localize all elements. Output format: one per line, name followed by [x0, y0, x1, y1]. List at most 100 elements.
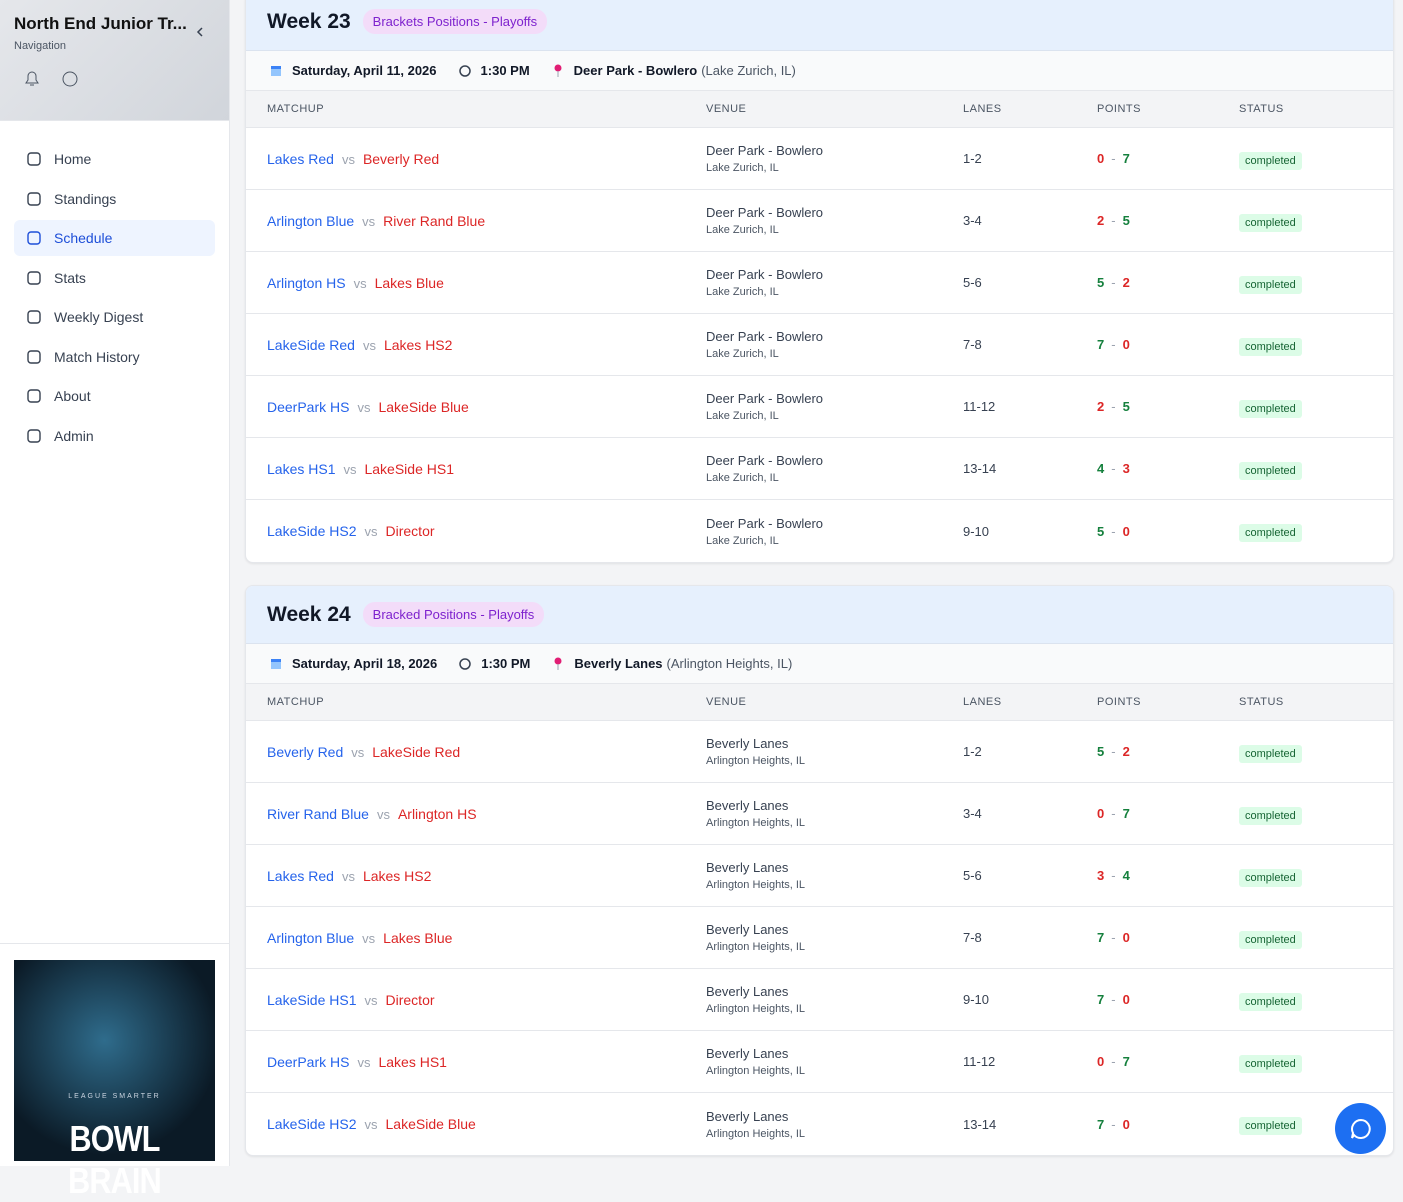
vs: vs: [362, 337, 376, 353]
dash: -: [1111, 992, 1116, 1007]
week-title: Week 23: [267, 9, 351, 33]
lanes: 13-14: [963, 1116, 997, 1132]
column-title: STATUS: [1239, 103, 1284, 115]
matchup: DeerPark HS vs Lakes HS1: [267, 1054, 706, 1070]
away-points: 0: [1122, 1116, 1130, 1132]
venue-name: Beverly Lanes: [706, 984, 789, 999]
home-team[interactable]: River Rand Blue: [267, 805, 369, 822]
away-team[interactable]: Arlington HS: [397, 805, 477, 822]
away-team[interactable]: Beverly Red: [362, 150, 440, 167]
points: 7-0: [1097, 930, 1239, 945]
column-title: LANES: [963, 696, 1002, 708]
match-row: Arlington Blue vs River Rand Blue Deer Park…: [246, 190, 1393, 252]
venue-name: Beverly Lanes: [706, 736, 789, 751]
sidebar-header: North End Junior Tr... Navigation: [0, 0, 229, 121]
nav-item[interactable]: Stats: [14, 260, 215, 296]
status-badge: completed: [1239, 1054, 1302, 1073]
header-icons[interactable]: [23, 70, 83, 88]
home-team[interactable]: Arlington Blue: [267, 929, 355, 946]
matchup: Arlington Blue vs Lakes Blue: [267, 930, 706, 946]
match-row: DeerPark HS vs Lakes HS1 Beverly Lanes Arlin…: [246, 1031, 1393, 1093]
home-team[interactable]: Arlington HS: [267, 274, 346, 291]
away-team[interactable]: Lakes HS2: [383, 336, 453, 353]
away-team[interactable]: Lakes Blue: [383, 929, 453, 946]
vs: vs: [364, 524, 378, 539]
venue-cell: Beverly Lanes Arlington Heights, IL: [706, 860, 963, 891]
away-points: 7: [1122, 806, 1130, 821]
home-team[interactable]: DeerPark HS: [267, 398, 350, 415]
lanes: 13-14: [963, 461, 997, 476]
status-badge: completed: [1239, 275, 1302, 294]
venue-cell: Beverly Lanes Arlington Heights, IL: [706, 736, 963, 767]
chat-button[interactable]: [1335, 1103, 1386, 1154]
nav-label: Home: [54, 151, 92, 167]
nav-item[interactable]: About: [14, 378, 215, 414]
away-team[interactable]: LakeSide Red: [372, 743, 461, 760]
week-card: Week 23 Brackets Positions - Playoffs Satu…: [245, 0, 1394, 563]
time: 1:30 PM: [481, 656, 531, 671]
away-team[interactable]: Director: [385, 523, 435, 539]
nav-item[interactable]: Admin: [14, 418, 215, 454]
status-cell: completed: [1239, 868, 1393, 887]
away-team[interactable]: Director: [385, 991, 435, 1008]
away-points: 7: [1122, 151, 1130, 166]
matchup: Lakes HS1 vs LakeSide HS1: [267, 461, 706, 477]
venue-city: Lake Zurich, IL: [706, 534, 779, 547]
venue-location: (Arlington Heights, IL): [666, 656, 793, 671]
collapse-button[interactable]: [194, 26, 206, 38]
away-points: 5: [1122, 399, 1130, 414]
home-team[interactable]: DeerPark HS: [267, 1053, 350, 1070]
points: 7-0: [1097, 992, 1239, 1007]
away-team[interactable]: LakeSide Blue: [378, 398, 469, 415]
subtitle: Navigation: [14, 40, 66, 52]
venue-name: Deer Park - Bowlero: [706, 205, 824, 220]
home-team[interactable]: LakeSide HS1: [267, 991, 357, 1008]
away-team[interactable]: Lakes Blue: [374, 274, 444, 291]
home-team[interactable]: Lakes HS1: [267, 460, 336, 477]
column-title: STATUS: [1239, 696, 1284, 708]
vs: vs: [343, 461, 357, 477]
vs: vs: [341, 151, 355, 167]
home-team[interactable]: LakeSide HS2: [267, 523, 357, 539]
nav-item[interactable]: Match History: [14, 339, 215, 375]
dash: -: [1111, 337, 1116, 352]
away-team[interactable]: LakeSide Blue: [385, 1116, 476, 1132]
column-header: MATCHUP VENUE LANES POINTS STATUS: [246, 91, 1393, 128]
status-cell: completed: [1239, 992, 1393, 1011]
away-team[interactable]: Lakes HS2: [362, 867, 432, 884]
dash: -: [1111, 399, 1116, 414]
home-points: 7: [1097, 930, 1105, 945]
nav-item[interactable]: Schedule: [14, 220, 215, 256]
home-team[interactable]: LakeSide HS2: [267, 1116, 357, 1132]
away-team[interactable]: River Rand Blue: [383, 212, 486, 229]
week-badge: Bracked Positions - Playoffs: [362, 602, 545, 627]
status-cell: completed: [1239, 930, 1393, 949]
venue-city: Lake Zurich, IL: [706, 162, 779, 174]
match-row: LakeSide HS2 vs Director Deer Park - Bowler…: [246, 500, 1393, 562]
nav-item[interactable]: Standings: [14, 181, 215, 217]
venue-cell: Deer Park - Bowlero Lake Zurich, IL: [706, 267, 963, 298]
pin-icon: [554, 657, 562, 670]
dash: -: [1111, 461, 1116, 476]
match-row: River Rand Blue vs Arlington HS Beverly Lan…: [246, 783, 1393, 845]
match-row: Lakes HS1 vs LakeSide HS1 Deer Park - Bowle…: [246, 438, 1393, 500]
home-team[interactable]: LakeSide Red: [267, 336, 355, 353]
nav-item[interactable]: Weekly Digest: [14, 299, 215, 335]
home-team[interactable]: Arlington Blue: [267, 212, 355, 229]
away-team[interactable]: LakeSide HS1: [364, 460, 454, 477]
home-team[interactable]: Lakes Red: [267, 150, 334, 167]
home-points: 4: [1097, 461, 1105, 476]
home-points: 2: [1097, 213, 1105, 228]
away-team[interactable]: Lakes HS1: [378, 1053, 447, 1070]
home-team[interactable]: Beverly Red: [267, 743, 344, 760]
home-points: 5: [1097, 275, 1105, 290]
matchup: DeerPark HS vs LakeSide Blue: [267, 399, 706, 415]
matchup: Arlington HS vs Lakes Blue: [267, 275, 706, 291]
vs: vs: [357, 1054, 371, 1070]
nav-item[interactable]: Home: [14, 141, 215, 177]
status-cell: completed: [1239, 806, 1393, 825]
venue: Deer Park - Bowlero: [573, 63, 698, 78]
dash: -: [1111, 744, 1116, 759]
home-team[interactable]: Lakes Red: [267, 867, 334, 884]
vs: vs: [351, 744, 365, 760]
